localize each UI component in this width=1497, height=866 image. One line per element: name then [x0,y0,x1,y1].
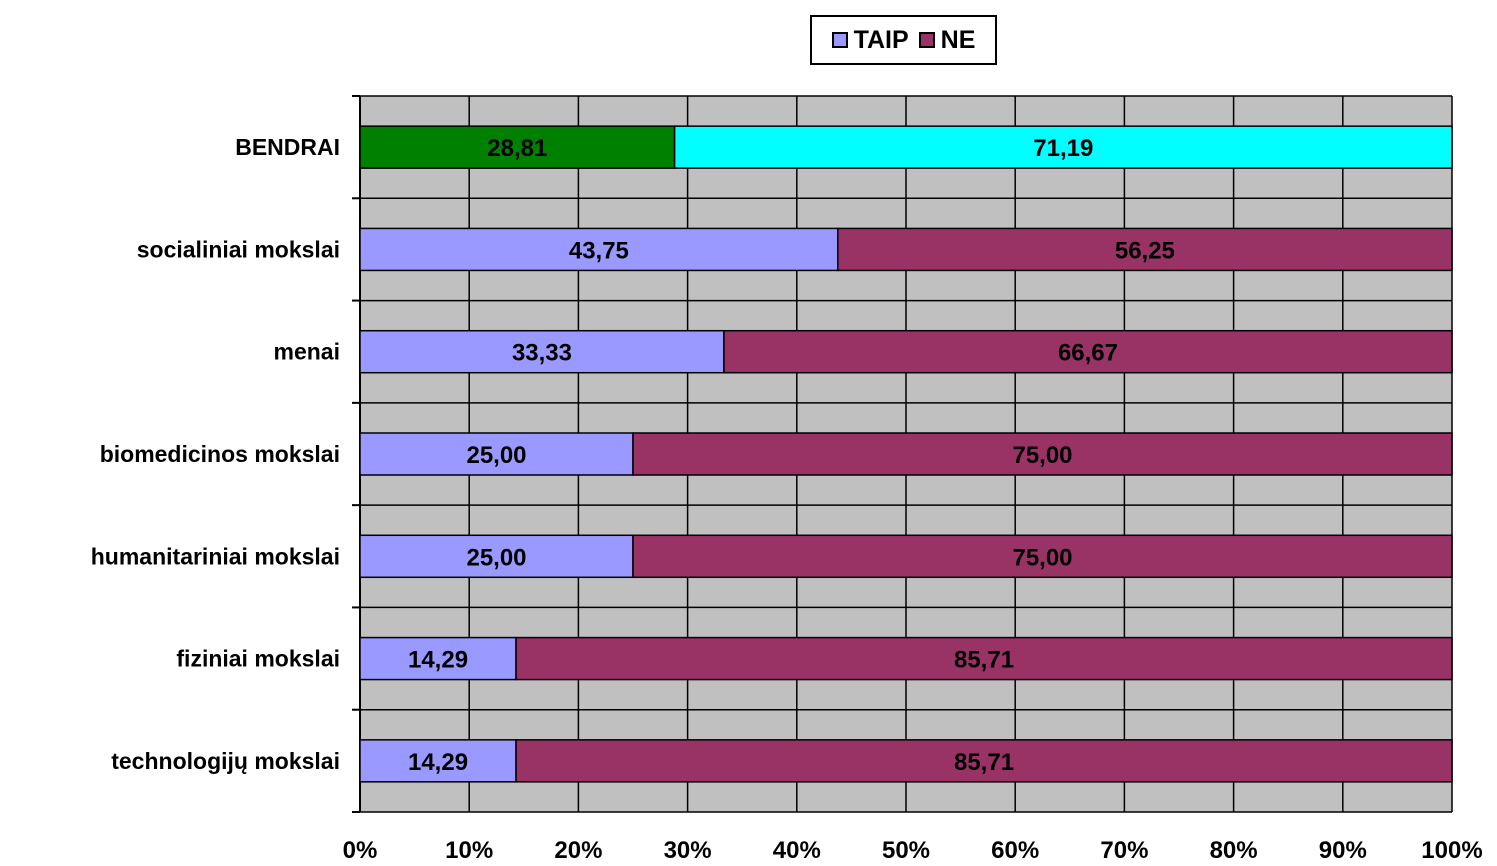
data-label: 71,19 [1033,135,1093,162]
bar-ne [723,329,1453,374]
category-label: technologijų mokslai [111,748,340,774]
data-label: 85,71 [954,749,1014,776]
data-label: 75,00 [1012,544,1072,571]
legend: TAIP NE [810,15,997,65]
category-label: socialiniai mokslai [137,236,340,262]
data-label: 28,81 [487,135,547,162]
bar-ne [632,534,1453,579]
x-tick-label: 40% [773,837,821,864]
category-label: BENDRAI [235,134,340,160]
data-label: 56,25 [1115,237,1175,264]
x-tick-label: 0% [343,837,378,864]
x-tick-label: 100% [1421,837,1482,864]
bar-ne [837,227,1453,272]
bar-ne [515,636,1453,681]
category-label: biomedicinos mokslai [100,441,340,467]
data-label: 43,75 [569,237,629,264]
data-label: 85,71 [954,647,1014,674]
category-label: fiziniai mokslai [176,646,340,672]
bar-taip [359,125,676,169]
category-label: humanitariniai mokslai [91,543,340,569]
bar-taip [359,534,634,579]
legend-swatch-taip [831,32,848,48]
bar-taip [359,227,839,272]
bar-ne [515,739,1453,783]
x-tick-label: 80% [1210,837,1258,864]
x-tick-label: 30% [664,837,712,864]
data-label: 66,67 [1058,340,1118,367]
data-label: 75,00 [1012,442,1072,469]
legend-swatch-ne [918,32,935,48]
legend-item-taip: TAIP [831,25,909,55]
legend-label-ne: NE [940,25,976,54]
bar-ne [673,125,1453,169]
x-tick-label: 50% [882,837,930,864]
data-label: 33,33 [512,340,572,367]
legend-item-ne: NE [918,25,976,55]
bar-ne [632,432,1453,476]
data-label: 25,00 [466,544,526,571]
category-label: menai [274,339,340,365]
x-tick-label: 20% [554,837,602,864]
data-label: 14,29 [408,749,468,776]
data-label: 14,29 [408,647,468,674]
x-tick-label: 10% [445,837,493,864]
bar-taip [359,636,517,681]
x-tick-label: 90% [1319,837,1367,864]
data-label: 25,00 [466,442,526,469]
legend-label-taip: TAIP [853,25,909,54]
x-tick-label: 60% [991,837,1039,864]
x-tick-label: 70% [1100,837,1148,864]
